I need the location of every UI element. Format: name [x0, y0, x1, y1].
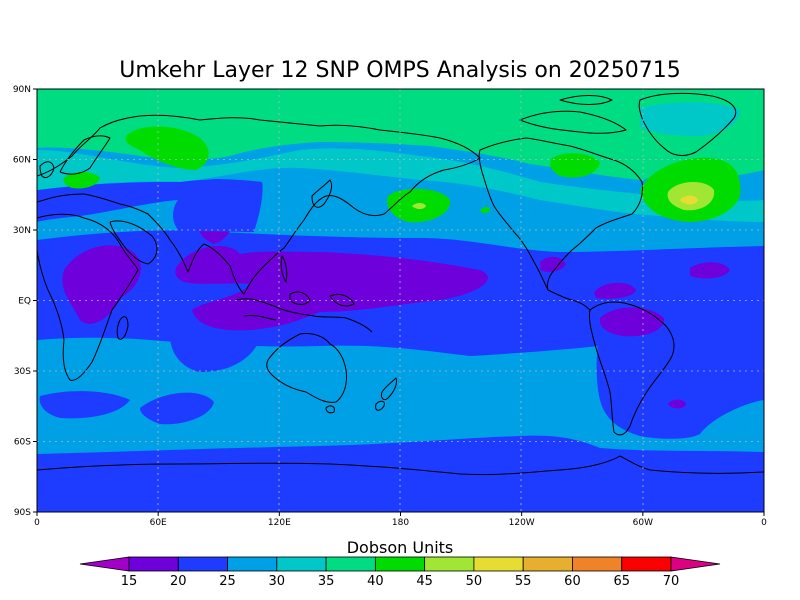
colorbar-max-arrow — [670, 556, 721, 572]
colorbar-swatch — [621, 556, 672, 572]
coastline-south-america — [589, 301, 675, 436]
coastline-arctic-islands — [519, 95, 627, 134]
colorbar-swatch — [177, 556, 228, 572]
colorbar-min-arrow — [79, 556, 130, 572]
lat-tick-label: 90S — [14, 508, 31, 518]
colorbar-swatches — [79, 556, 721, 572]
lon-tick-label: 120E — [268, 518, 291, 528]
contour-band-20-25-south-indian-2 — [140, 392, 214, 425]
lat-tick-label: 90N — [13, 85, 31, 95]
colorbar-level-label: 35 — [318, 574, 335, 589]
colorbar-level-label: 65 — [613, 574, 630, 589]
colorbar-level-label: 45 — [416, 574, 433, 589]
coastline-australia — [266, 333, 347, 403]
contour-band-15-20-africa — [62, 245, 141, 324]
contour-band-40-45-europe — [63, 172, 100, 189]
coastline-africa — [37, 213, 139, 381]
coastline-indonesia — [235, 291, 373, 333]
lon-tick-label: 60W — [633, 518, 653, 528]
colorbar-level-label: 60 — [564, 574, 581, 589]
colorbar-level-label: 20 — [170, 574, 187, 589]
coastline-madagascar — [116, 316, 129, 340]
coastlines — [37, 92, 764, 476]
colorbar-level-label: 25 — [219, 574, 236, 589]
contour-band-45-50-pacific — [412, 203, 426, 209]
contour-band-15-20-caribbean — [540, 256, 566, 272]
coastline-new-zealand — [375, 377, 397, 411]
map-panel — [36, 88, 765, 513]
colorbar-level-label: 30 — [269, 574, 286, 589]
colorbar-swatch — [473, 556, 524, 572]
coastline-antarctica — [37, 455, 764, 476]
contour-band-15-20-atlantic-n — [690, 262, 730, 279]
colorbar-swatch — [374, 556, 426, 572]
contour-band-30-35-north — [37, 148, 764, 222]
colorbar-level-label: 15 — [121, 574, 138, 589]
colorbar-swatch — [325, 556, 376, 572]
lon-tick-label: 60E — [150, 518, 167, 528]
contour-band-40-45-pacific-dot — [480, 207, 490, 213]
contour-band-15-20-asia — [175, 245, 488, 331]
contour-band-20-25-south-america — [596, 330, 764, 439]
coastline-british-isles — [39, 161, 55, 179]
contour-band-50-55-atlantic — [680, 195, 698, 205]
contour-band-30-35-greenland — [640, 102, 740, 136]
colorbar-level-label: 55 — [515, 574, 532, 589]
colorbar-swatch — [572, 556, 623, 572]
coastline-north-america — [478, 137, 643, 291]
colorbar-swatch — [128, 556, 179, 572]
coastline-arabia — [109, 220, 158, 265]
lat-tick-label: EQ — [18, 297, 31, 307]
coastline-scandinavia — [59, 135, 111, 175]
longitude-axis: 0 60E 120E 180 120W 60W 0 — [34, 512, 767, 528]
coastline-philippines — [280, 255, 288, 283]
coastline-japan — [311, 179, 333, 208]
colorbar-swatch — [424, 556, 475, 572]
lat-tick-label: 30S — [14, 367, 31, 377]
contour-band-40-45-canada — [550, 153, 600, 178]
grid-lines — [37, 89, 764, 512]
contour-band-15-20-south — [668, 399, 686, 409]
coastline-central-america — [547, 289, 591, 311]
coastline-greenland — [638, 92, 737, 156]
contour-band-15-20-amazon — [594, 282, 636, 299]
coastline-tasmania — [325, 405, 335, 414]
lon-tick-label: 0 — [761, 518, 767, 528]
lon-tick-label: 0 — [34, 518, 40, 528]
lat-tick-label: 30N — [13, 226, 31, 236]
colorbar-swatch — [522, 556, 573, 572]
colorbar-labels: 15 20 25 30 35 40 45 50 55 60 65 70 — [121, 574, 680, 589]
contour-band-20-25-south-polar — [37, 435, 764, 512]
colorbar-level-label: 70 — [663, 574, 680, 589]
colorbar-title: Dobson Units — [347, 538, 454, 557]
colorbar-level-label: 40 — [367, 574, 384, 589]
colorbar-swatch — [276, 556, 327, 572]
contour-band-20-25-eurasia — [37, 178, 263, 232]
lat-tick-label: 60S — [14, 438, 31, 448]
contour-band-20-25-south-indian — [39, 391, 131, 419]
map-title: Umkehr Layer 12 SNP OMPS Analysis on 202… — [119, 58, 681, 83]
contour-band-15-20-atlantic-s — [599, 307, 665, 337]
colorbar-swatch — [227, 556, 278, 572]
latitude-axis: 90N 60N 30N EQ 30S 60S 90S — [13, 85, 37, 518]
coastline-eurasia — [37, 114, 481, 295]
lon-tick-label: 180 — [392, 518, 409, 528]
colorbar-level-label: 50 — [466, 574, 483, 589]
colorbar: Dobson Units 15 20 25 30 35 40 45 50 55 60 65 70 — [79, 538, 721, 589]
lon-tick-label: 120W — [509, 518, 535, 528]
contour-band-20-25-tongue — [169, 330, 260, 372]
lat-tick-label: 60N — [13, 156, 31, 166]
